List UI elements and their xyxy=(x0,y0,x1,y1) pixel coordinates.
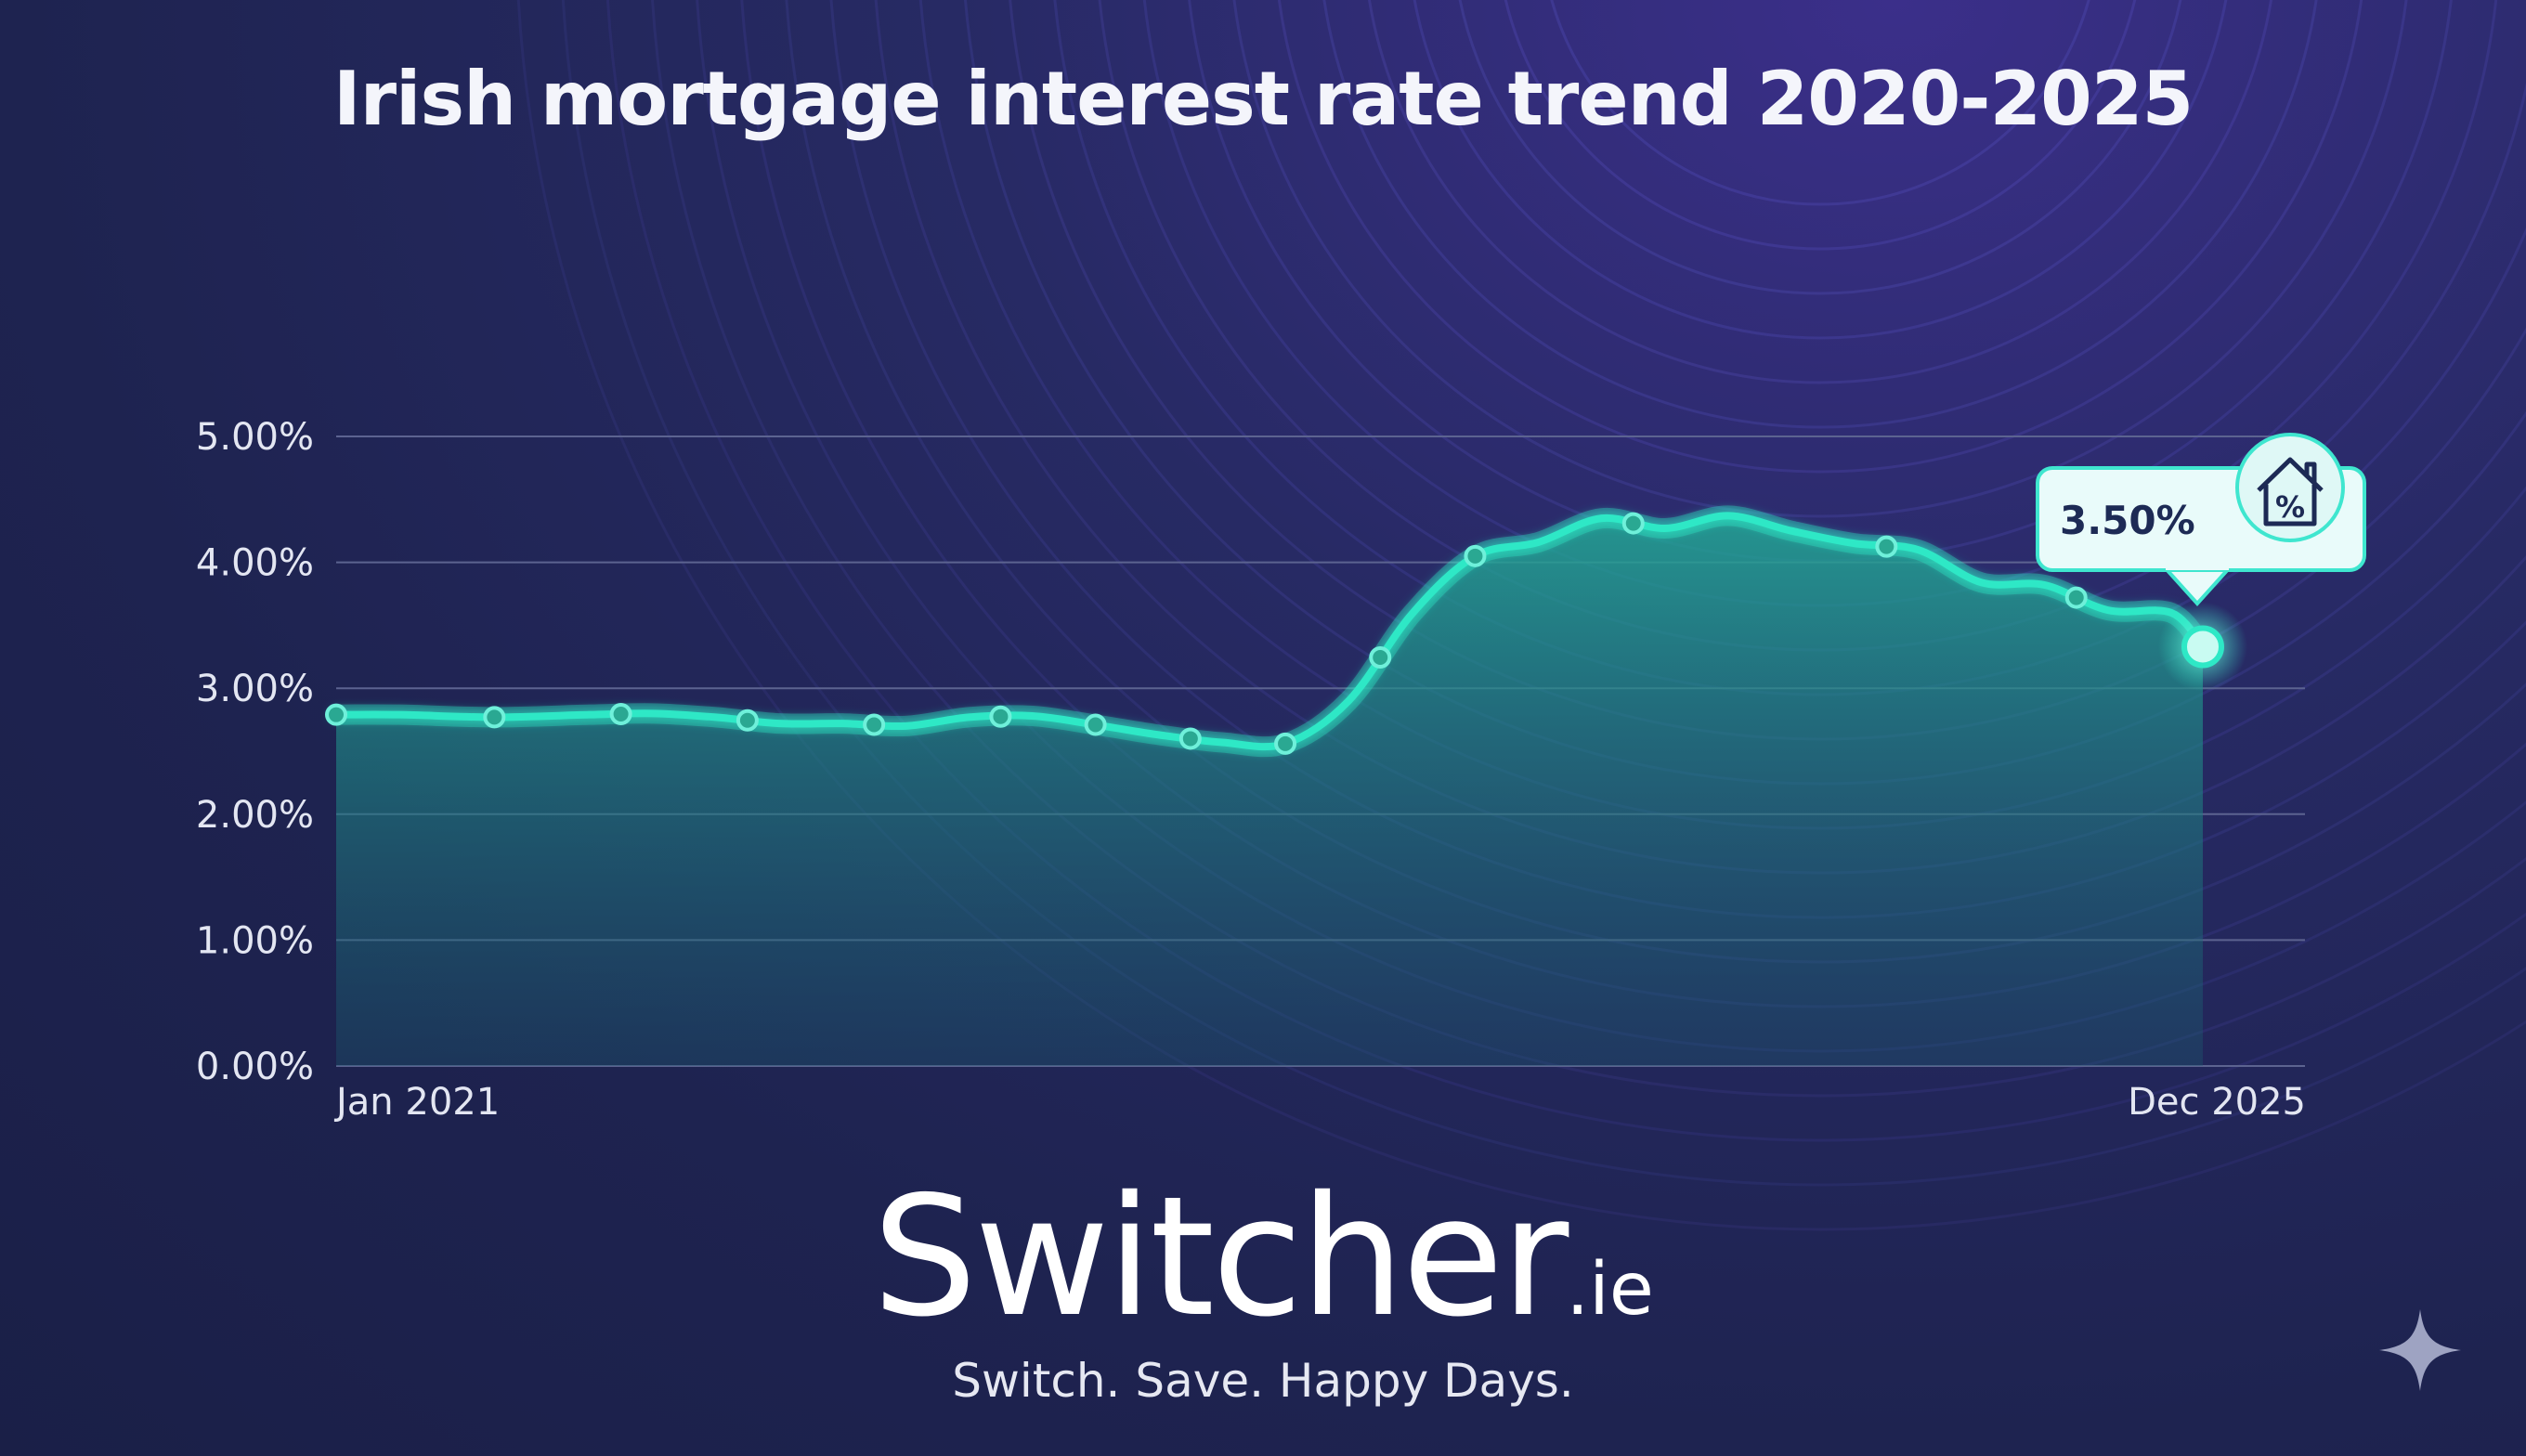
background-arc xyxy=(1458,0,2182,295)
data-points xyxy=(325,512,2247,755)
callout: 3.50% % xyxy=(2036,433,2366,606)
background-arc xyxy=(1504,0,2137,251)
background-arc xyxy=(562,0,2526,1187)
y-tick-label: 4.00% xyxy=(196,542,314,585)
data-point xyxy=(609,702,632,725)
chart-title: Irish mortgage interest rate trend 2020-… xyxy=(332,56,2194,142)
logo-suffix: .ie xyxy=(1566,1248,1654,1332)
callout-label: 3.50% xyxy=(2060,498,2195,543)
y-tick-label: 5.00% xyxy=(196,416,314,459)
background-arc xyxy=(1232,0,2408,518)
data-point xyxy=(863,713,886,736)
data-point xyxy=(736,708,759,732)
y-tick-label: 2.00% xyxy=(196,794,314,837)
background-arc xyxy=(1322,0,2318,429)
tagline: Switch. Save. Happy Days. xyxy=(952,1354,1574,1408)
data-point xyxy=(483,706,506,729)
data-point xyxy=(2064,586,2088,609)
data-point xyxy=(1464,544,1487,567)
y-tick-label: 3.00% xyxy=(196,668,314,710)
y-tick-label: 0.00% xyxy=(196,1046,314,1088)
y-axis-labels: 5.00% 4.00% 3.00% 2.00% 1.00% 0.00% xyxy=(196,416,314,1088)
area-shape xyxy=(336,515,2203,1066)
logo-main: Switcher xyxy=(872,1161,1569,1353)
series-line xyxy=(326,505,2213,758)
data-point xyxy=(1621,512,1645,535)
series-line-path xyxy=(332,512,2207,751)
brand-logo: Switcher.ie xyxy=(0,1161,2526,1353)
data-point xyxy=(1369,645,1392,669)
area-fill xyxy=(336,515,2203,1066)
background-arc xyxy=(1278,0,2363,474)
data-point xyxy=(1274,732,1297,755)
data-point xyxy=(1178,727,1202,750)
svg-text:%: % xyxy=(2275,489,2305,525)
background-arc xyxy=(1368,0,2272,384)
x-tick-first: Jan 2021 xyxy=(333,1081,500,1124)
background-arc xyxy=(1413,0,2228,340)
background-arc xyxy=(1550,0,2090,206)
data-point xyxy=(325,703,347,726)
background-arc xyxy=(517,0,2526,1231)
end-point xyxy=(2181,625,2224,669)
house-percent-icon: % xyxy=(2235,433,2345,542)
y-tick-label: 1.00% xyxy=(196,919,314,962)
data-point xyxy=(1084,713,1107,736)
data-point xyxy=(989,705,1012,728)
data-point xyxy=(1875,535,1898,558)
x-tick-last: Dec 2025 xyxy=(2128,1081,2306,1124)
background-arc xyxy=(606,0,2526,1142)
background-arc xyxy=(651,0,2526,1098)
sparkle-icon xyxy=(2379,1309,2461,1391)
